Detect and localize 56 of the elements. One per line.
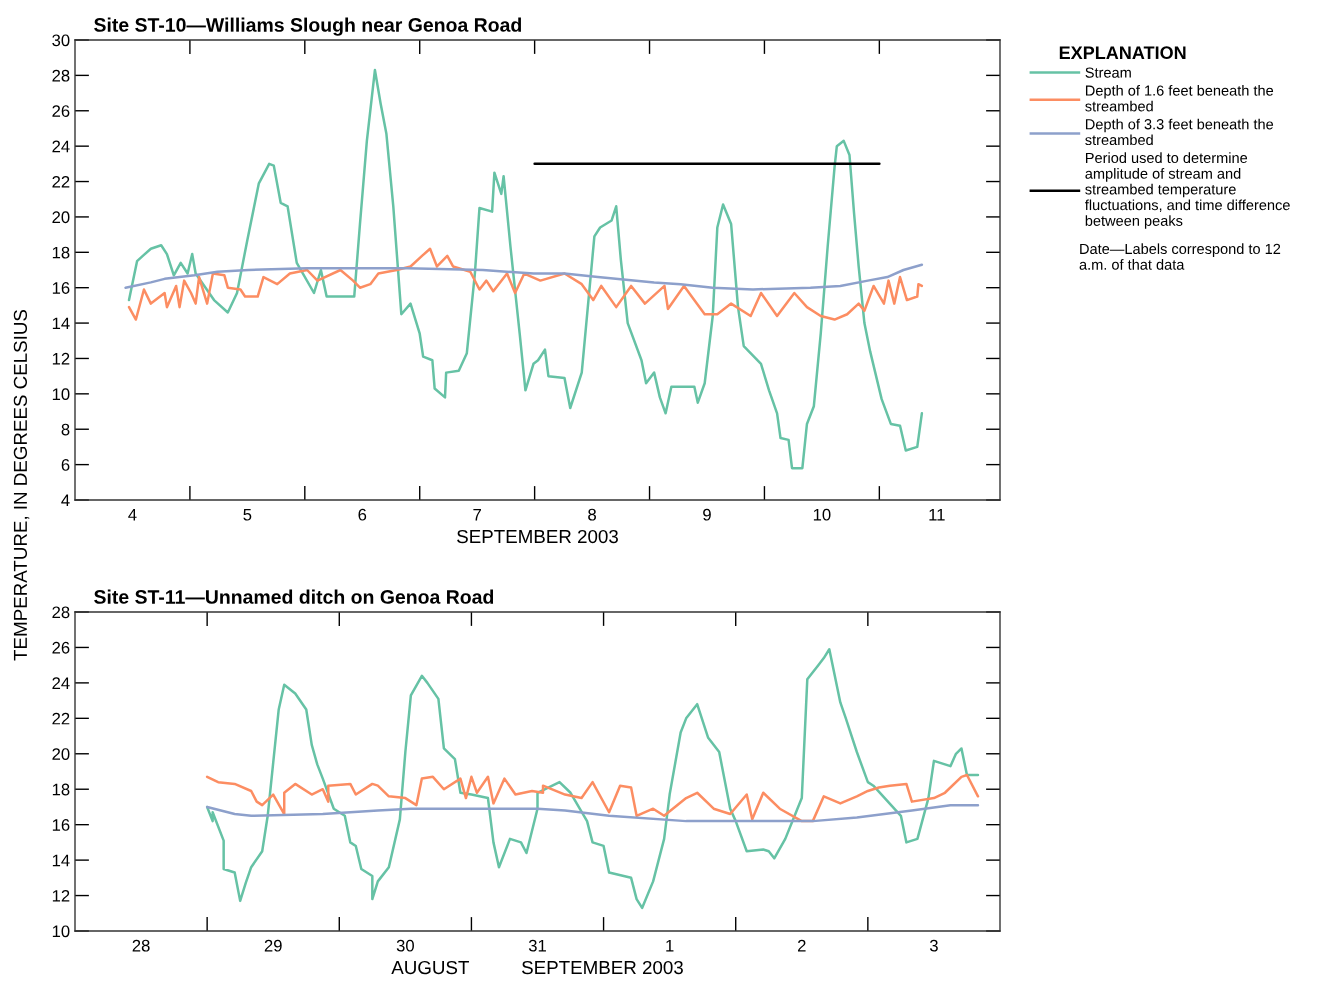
- y-tick-label: 16: [52, 282, 70, 294]
- y-tick-label: 24: [52, 677, 70, 689]
- x-tick-label: 31: [528, 939, 546, 952]
- y-tick-label: 20: [52, 211, 70, 224]
- x-tick-label: 29: [264, 939, 282, 952]
- y-tick-label: 12: [52, 889, 70, 902]
- y-tick-label: 14: [52, 317, 70, 330]
- y-tick-label: 28: [52, 606, 70, 619]
- x-tick-label: 30: [396, 939, 414, 952]
- chart-title: Site ST-10—Williams Slough near Genoa Road: [94, 17, 521, 36]
- x-tick-label: 4: [128, 508, 137, 521]
- y-tick-label: 14: [52, 854, 70, 867]
- x-tick-label: 6: [358, 508, 367, 521]
- legend-label: Stream: [1085, 67, 1131, 78]
- x-tick-label: 9: [703, 508, 711, 521]
- y-tick-label: 24: [52, 140, 70, 153]
- y-tick-label: 10: [52, 388, 70, 401]
- y-tick-label: 4: [61, 494, 70, 507]
- y-tick-label: 26: [52, 641, 70, 654]
- x-axis-title: SEPTEMBER 2003: [457, 529, 618, 544]
- x-tick-label: 7: [473, 508, 481, 521]
- y-tick-label: 30: [52, 34, 70, 47]
- y-axis-title: TEMPERATURE, IN DEGREES CELSIUS: [13, 309, 30, 661]
- y-tick-label: 22: [52, 712, 70, 725]
- line-series: [205, 647, 980, 910]
- x-tick-label: 3: [929, 939, 938, 952]
- line-series: [205, 803, 980, 823]
- y-tick-label: 26: [52, 105, 70, 117]
- chart-title: Site ST-11—Unnamed ditch on Genoa Road: [94, 589, 494, 604]
- y-tick-label: 16: [52, 819, 70, 831]
- legend-label: Depth of 3.3 feet beneath the streambed: [1085, 118, 1274, 146]
- y-tick-label: 10: [52, 925, 70, 938]
- x-axis-title: AUGUST SEPTEMBER 2003: [391, 960, 683, 975]
- line-series: [124, 263, 924, 291]
- x-tick-label: 5: [243, 508, 252, 521]
- line-series: [127, 247, 924, 321]
- x-tick-label: 28: [132, 939, 150, 952]
- x-tick-label: 2: [797, 939, 806, 952]
- x-tick-label: 1: [666, 939, 674, 952]
- y-tick-label: 6: [61, 459, 70, 471]
- y-tick-label: 18: [52, 783, 70, 796]
- y-tick-label: 28: [52, 69, 70, 82]
- text: Date—Labels correspond to 12 a.m. of that data: [1079, 243, 1281, 270]
- legend-label: Period used to determine amplitude of stream and streambed temperature fluctuations, and time difference between peaks: [1085, 152, 1290, 229]
- y-tick-label: 20: [52, 748, 70, 760]
- x-tick-label: 10: [813, 508, 831, 521]
- x-tick-label: 11: [929, 508, 945, 521]
- line-series: [205, 773, 980, 823]
- x-tick-label: 8: [588, 508, 596, 521]
- y-tick-label: 12: [52, 352, 70, 365]
- legend-title: EXPLANATION: [1059, 46, 1186, 60]
- y-tick-label: 18: [52, 246, 70, 259]
- y-tick-label: 22: [52, 175, 70, 188]
- line-series: [127, 68, 924, 470]
- legend-label: Depth of 1.6 feet beneath the streambed: [1085, 85, 1274, 112]
- y-tick-label: 8: [61, 423, 70, 436]
